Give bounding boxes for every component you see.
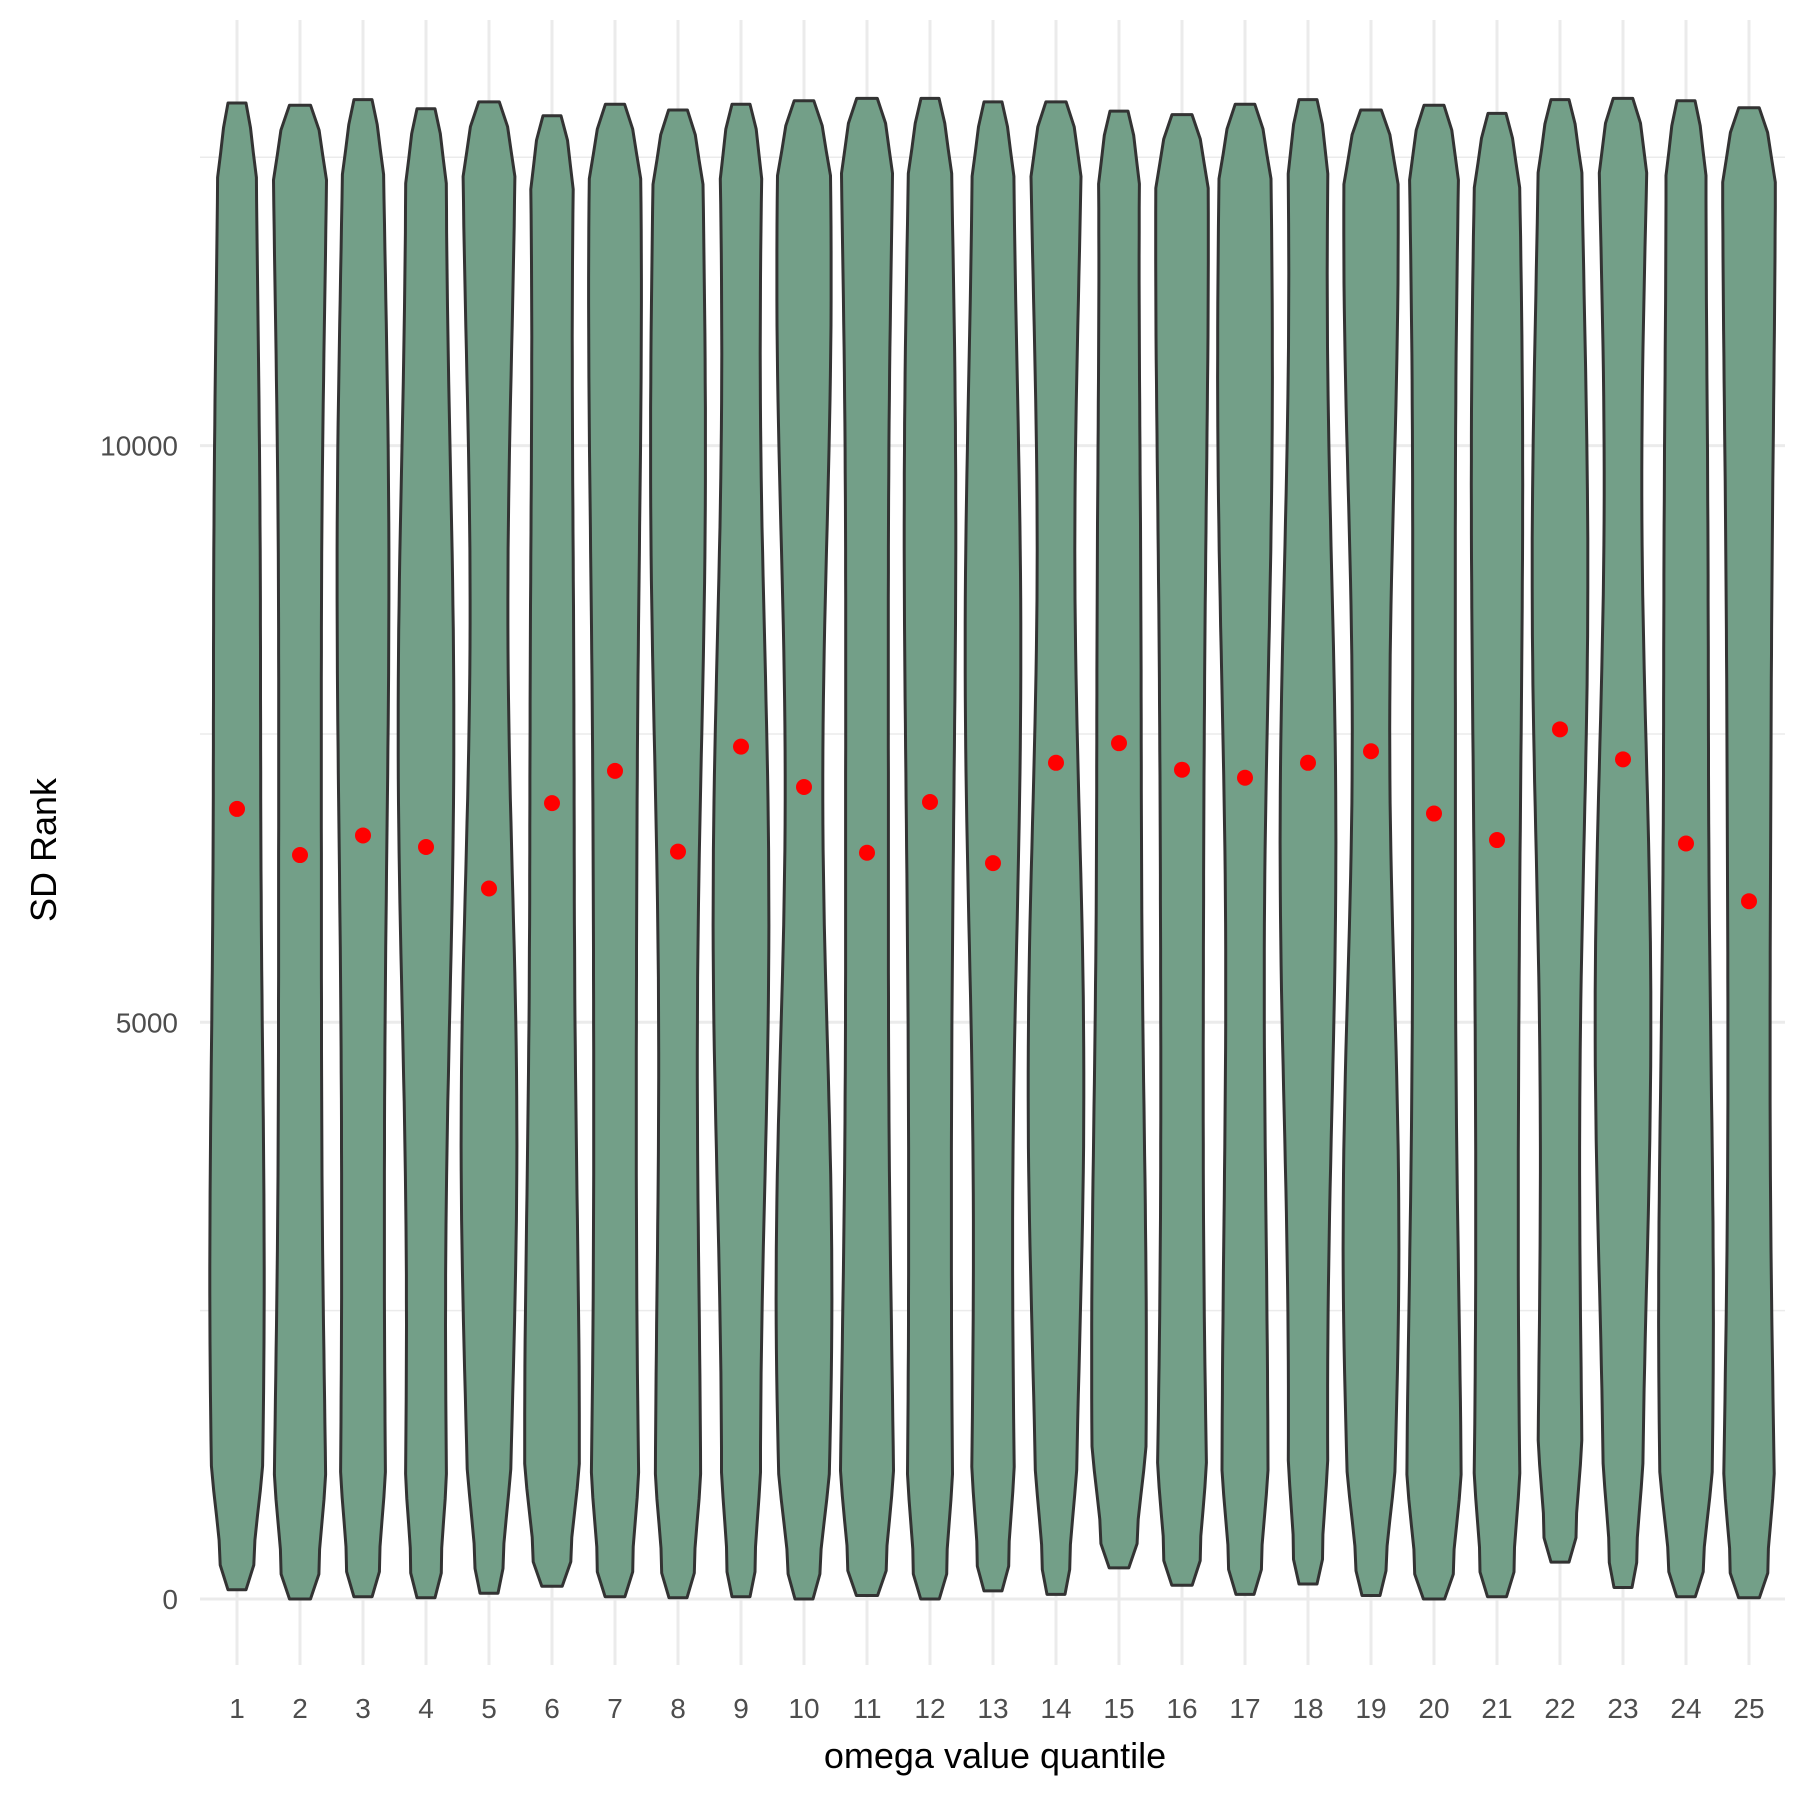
median-point-19 — [1363, 743, 1379, 760]
violin-6 — [523, 114, 581, 1588]
x-tick-label: 1 — [229, 1693, 245, 1724]
violin-16 — [1154, 113, 1210, 1587]
x-tick-label: 8 — [670, 1693, 686, 1724]
x-tick-label: 5 — [481, 1693, 497, 1724]
violin-20 — [1405, 103, 1463, 1601]
x-tick-label: 25 — [1733, 1693, 1764, 1724]
violin-10 — [774, 99, 834, 1601]
violin-22 — [1530, 98, 1590, 1564]
x-tick-label: 22 — [1544, 1693, 1575, 1724]
x-tick-label: 16 — [1166, 1693, 1197, 1724]
x-tick-label: 14 — [1040, 1693, 1071, 1724]
x-tick-label: 17 — [1229, 1693, 1260, 1724]
y-tick-label: 10000 — [100, 431, 178, 462]
median-point-23 — [1615, 751, 1631, 768]
violin-18 — [1278, 98, 1338, 1586]
violin-23 — [1593, 96, 1653, 1589]
median-point-25 — [1741, 893, 1757, 910]
x-tick-label: 15 — [1103, 1693, 1134, 1724]
median-point-15 — [1111, 735, 1127, 752]
median-point-14 — [1048, 754, 1064, 771]
median-point-10 — [796, 779, 812, 796]
x-tick-label: 24 — [1670, 1693, 1701, 1724]
median-point-3 — [355, 827, 371, 844]
violin-13 — [963, 100, 1023, 1593]
violin-9 — [711, 102, 771, 1599]
x-tick-label: 9 — [733, 1693, 749, 1724]
violin-7 — [587, 102, 643, 1599]
x-tick-label: 2 — [292, 1693, 308, 1724]
median-point-17 — [1237, 769, 1253, 786]
violin-14 — [1026, 100, 1086, 1596]
median-point-4 — [418, 838, 434, 855]
median-point-5 — [481, 880, 497, 897]
median-point-16 — [1174, 761, 1190, 778]
x-tick-label: 4 — [418, 1693, 434, 1724]
violin-12 — [902, 96, 958, 1601]
median-point-24 — [1678, 835, 1694, 852]
x-tick-label: 3 — [355, 1693, 371, 1724]
median-point-6 — [544, 795, 560, 812]
y-tick-label: 5000 — [116, 1007, 178, 1038]
x-tick-label: 11 — [852, 1693, 881, 1724]
x-tick-label: 13 — [977, 1693, 1008, 1724]
median-point-7 — [607, 762, 623, 779]
x-tick-label: 18 — [1292, 1693, 1323, 1724]
violin-5 — [459, 100, 519, 1595]
violin-19 — [1341, 108, 1401, 1597]
violin-15 — [1090, 109, 1148, 1570]
violin-25 — [1721, 106, 1777, 1600]
median-point-8 — [670, 843, 686, 860]
median-point-12 — [922, 793, 938, 810]
x-tick-label: 23 — [1607, 1693, 1638, 1724]
median-point-layer — [229, 721, 1757, 910]
median-point-20 — [1426, 805, 1442, 822]
x-tick-label: 6 — [544, 1693, 560, 1724]
x-tick-label: 12 — [914, 1693, 945, 1724]
median-point-9 — [733, 738, 749, 755]
x-tick-label: 7 — [607, 1693, 623, 1724]
x-tick-label: 21 — [1481, 1693, 1512, 1724]
y-axis-title: SD Rank — [23, 777, 64, 922]
median-point-21 — [1489, 832, 1505, 849]
x-tick-label: 20 — [1418, 1693, 1449, 1724]
y-tick-label: 0 — [162, 1584, 178, 1615]
violin-21 — [1469, 111, 1525, 1599]
median-point-1 — [229, 800, 245, 817]
median-point-13 — [985, 855, 1001, 872]
median-point-22 — [1552, 721, 1568, 738]
x-tick-label: 19 — [1355, 1693, 1386, 1724]
violin-17 — [1216, 102, 1274, 1596]
median-point-11 — [859, 844, 875, 861]
median-point-2 — [292, 847, 308, 864]
x-axis-title: omega value quantile — [824, 1735, 1166, 1776]
median-point-18 — [1300, 754, 1316, 771]
violin-layer — [208, 96, 1777, 1601]
violin-1 — [208, 101, 266, 1592]
violin-3 — [335, 98, 391, 1599]
x-tick-label: 10 — [788, 1693, 819, 1724]
